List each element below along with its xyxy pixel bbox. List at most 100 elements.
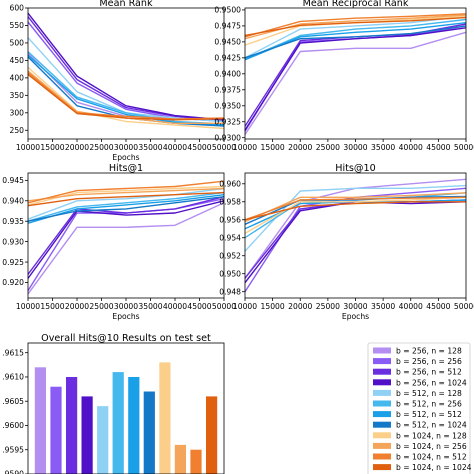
y-tick-label: 0.952	[219, 251, 241, 260]
x-tick-label: 30000	[114, 143, 138, 152]
y-tick-label: .9610	[2, 373, 24, 382]
y-tick-label: 0.956	[219, 215, 241, 224]
legend-label: b = 512, n = 128	[396, 389, 462, 398]
x-tick-label: 25000	[89, 143, 113, 152]
x-tick-label: 35000	[138, 302, 162, 311]
series-line	[244, 25, 467, 59]
series-line	[27, 196, 225, 222]
x-tick-label: 45000	[187, 302, 211, 311]
y-tick-label: .9600	[2, 421, 24, 430]
legend-entry: b = 256, n = 512	[373, 368, 462, 377]
series-line	[27, 21, 225, 123]
series-line	[244, 15, 467, 59]
series-line	[27, 54, 225, 126]
x-tick-label: 20000	[288, 143, 312, 152]
y-tick-label: 0.920	[2, 278, 24, 287]
y-tick-label: 0.9475	[214, 22, 241, 31]
x-tick-label: 45000	[187, 143, 211, 152]
y-tick-label: 0.958	[219, 197, 241, 206]
x-tick-label: 40000	[399, 143, 423, 152]
legend-label: b = 256, n = 256	[396, 357, 462, 366]
legend-label: b = 1024, n = 1024	[396, 463, 472, 472]
x-tick-label: 15000	[261, 302, 285, 311]
y-tick-label: 0.9450	[214, 38, 241, 47]
x-tick-label: 15000	[261, 143, 285, 152]
bar	[143, 391, 155, 474]
legend-label: b = 512, n = 1024	[396, 421, 467, 430]
x-tick-label: 35000	[371, 302, 395, 311]
series-line	[27, 196, 225, 275]
series-line	[27, 73, 225, 121]
series-line	[27, 194, 225, 224]
y-tick-label: 550	[10, 21, 25, 30]
y-tick-label: 0.9425	[214, 54, 241, 63]
legend-label: b = 512, n = 256	[396, 400, 462, 409]
x-axis-label: Epochs	[112, 153, 139, 162]
legend-entry: b = 256, n = 1024	[373, 378, 467, 387]
x-tick-label: 25000	[89, 302, 113, 311]
series-line	[244, 16, 467, 37]
x-axis-label: Epochs	[342, 312, 369, 321]
legend-swatch	[373, 421, 391, 428]
axes-frame	[27, 342, 225, 474]
legend-entry: b = 512, n = 128	[373, 389, 462, 398]
y-tick-label: 0.9300	[214, 133, 241, 142]
legend-entry: b = 512, n = 1024	[373, 421, 467, 430]
bar	[190, 449, 202, 474]
legend-label: b = 256, n = 128	[396, 347, 462, 356]
x-tick-label: 10000	[233, 143, 257, 152]
y-tick-label: 0.9350	[214, 101, 241, 110]
x-tick-label: 10000	[16, 302, 40, 311]
series-line	[27, 180, 225, 204]
y-tick-label: 400	[10, 74, 25, 83]
legend-entry: b = 256, n = 128	[373, 347, 462, 356]
series-line	[244, 195, 467, 225]
y-tick-label: 0.940	[2, 196, 24, 205]
x-tick-label: 50000	[454, 143, 474, 152]
chart-panel-5: Overall Hits@10 Results on test set .9590…	[2, 333, 225, 474]
series-line	[27, 12, 225, 121]
legend-swatch	[373, 368, 391, 375]
series-line	[27, 191, 225, 207]
legend-entry: b = 256, n = 256	[373, 357, 462, 366]
series-line	[244, 196, 467, 234]
axes-frame	[27, 172, 225, 299]
legend-swatch	[373, 411, 391, 418]
bar	[97, 406, 109, 474]
x-tick-label: 50000	[212, 302, 236, 311]
y-tick-label: 0.9400	[214, 70, 241, 79]
y-tick-label: 0.950	[219, 269, 241, 278]
y-tick-label: 0.954	[219, 233, 241, 242]
y-tick-label: 0.9325	[214, 117, 241, 126]
legend-entry: b = 1024, n = 1024	[373, 463, 472, 472]
chart-panel-3: Hits@1 10000 15000 20000 25000 30000 35000 4000…	[2, 163, 236, 321]
y-tick-label: 0.9500	[214, 6, 241, 15]
y-tick-label: 0.945	[2, 176, 24, 185]
legend-entry: b = 512, n = 256	[373, 400, 462, 409]
y-tick-label: .9615	[2, 348, 24, 357]
series-line	[27, 51, 225, 125]
series-line	[244, 18, 467, 60]
x-axis-label: Epochs	[112, 312, 139, 321]
y-tick-label: 350	[10, 91, 25, 100]
series-line	[27, 202, 225, 295]
chart-panel-2: Mean Reciprocal Rank 10000 15000 20000 25000…	[214, 0, 474, 152]
legend-label: b = 1024, n = 256	[396, 442, 467, 451]
axes-frame	[244, 7, 467, 140]
legend-label: b = 512, n = 512	[396, 410, 462, 419]
legend-swatch	[373, 432, 391, 439]
y-tick-label: 600	[10, 4, 25, 13]
legend-swatch	[373, 464, 391, 471]
legend-swatch	[373, 379, 391, 386]
axes-frame	[27, 7, 225, 140]
x-tick-label: 50000	[212, 143, 236, 152]
series-line	[244, 13, 467, 38]
series-line	[27, 66, 225, 130]
x-tick-label: 15000	[40, 302, 64, 311]
x-tick-label: 45000	[426, 302, 450, 311]
y-tick-label: 0.935	[2, 217, 24, 226]
x-tick-label: 20000	[288, 302, 312, 311]
